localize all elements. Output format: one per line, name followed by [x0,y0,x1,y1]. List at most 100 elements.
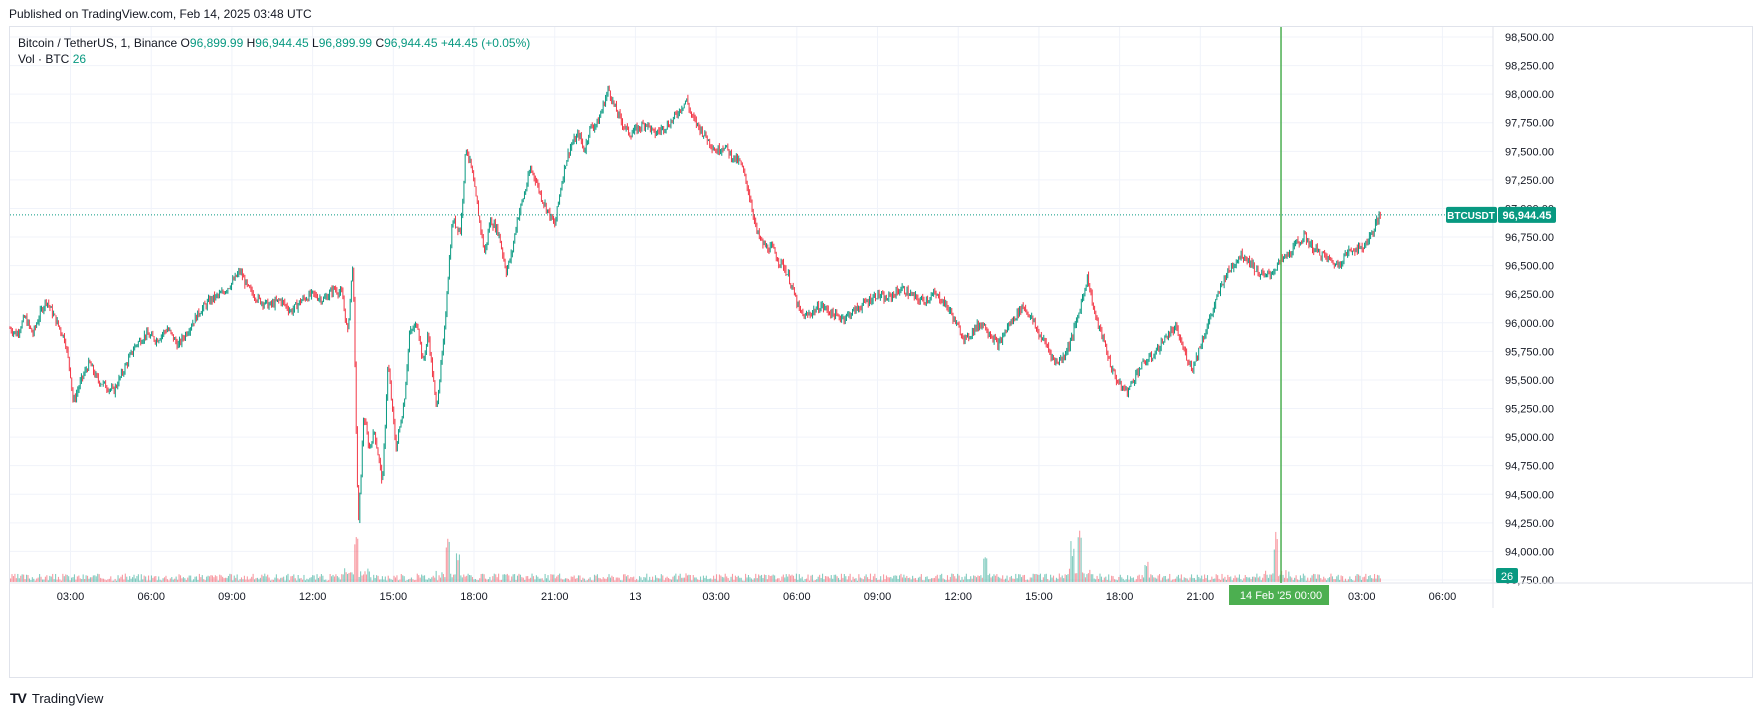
volume-bar [296,580,298,582]
volume-bar [347,573,349,582]
volume-bar [271,579,273,582]
volume-bar [961,576,963,582]
legend-volume-label[interactable]: Vol · BTC [18,52,70,66]
volume-bar [1185,577,1187,582]
volume-bar [438,575,440,582]
volume-bar [522,577,524,582]
volume-bar [804,579,806,582]
volume-bar [611,575,613,582]
volume-bar [419,577,421,582]
volume-bar [990,577,992,582]
volume-bar [1061,575,1063,582]
volume-bar [721,576,723,582]
y-tick-label: 98,250.00 [1505,61,1554,73]
volume-bar [1064,574,1066,582]
volume-bar [315,579,317,582]
volume-bar [1038,574,1040,582]
volume-bar [930,578,933,582]
volume-bar [293,574,295,582]
volume-bar [994,575,996,582]
volume-bar [872,576,874,582]
volume-bar [211,575,214,582]
volume-bar [1050,574,1052,582]
volume-bar [1356,574,1358,582]
volume-bar [210,575,212,582]
volume-bar [422,575,424,582]
legend-symbol[interactable]: Bitcoin / TetherUS, 1, Binance [18,36,178,50]
volume-bar [1227,574,1229,582]
volume-bar [1234,575,1236,582]
volume-bar [1177,574,1179,582]
volume-bar [287,573,289,582]
volume-bar [312,575,314,582]
volume-bar [896,575,898,582]
volume-bar [974,575,976,582]
volume-bar [1077,537,1079,582]
volume-bar [60,580,62,582]
volume-bar [538,578,540,582]
volume-bar [15,578,17,582]
volume-bar [753,578,755,582]
volume-bar [309,577,311,582]
volume-bar [914,578,917,582]
volume-bar [820,577,822,582]
volume-bar [620,580,622,582]
volume-bar [647,580,649,582]
volume-bar [644,577,646,582]
volume-bar [668,578,670,582]
volume-bar [1209,579,1211,582]
volume-bar [675,573,677,582]
volume-bar [336,576,338,582]
volume-bar [656,577,658,582]
volume-bar [1135,579,1137,582]
volume-bar [43,579,45,582]
volume-bar [217,580,219,582]
volume-bar [999,577,1001,582]
volume-bar [1012,578,1014,582]
volume-bar [1360,579,1363,582]
volume-bar [785,574,787,582]
volume-bar [1166,579,1168,582]
volume-bar [904,577,906,582]
legend-low-value: 96,899.99 [318,36,373,50]
volume-bar [201,575,203,582]
volume-bar [191,580,193,582]
volume-bar [274,577,276,582]
volume-bar [393,575,395,582]
tradingview-brand[interactable]: TV TradingView [10,690,103,706]
volume-bar [778,578,780,582]
volume-bar [965,573,967,582]
volume-bar [653,580,655,582]
volume-bar [503,574,505,582]
volume-bar [984,557,986,582]
volume-bar [699,576,702,582]
volume-bar [137,574,139,582]
volume-bar [98,574,100,582]
volume-bar [792,575,795,582]
volume-bar [386,580,388,582]
volume-bar [713,575,715,582]
volume-bar [559,573,561,582]
y-tick-label: 94,750.00 [1505,461,1554,473]
volume-bar [682,577,684,582]
volume-bar [1228,577,1230,582]
x-tick-label: 21:00 [1187,591,1215,603]
volume-bar [396,575,398,582]
volume-bar [116,580,118,582]
chart-frame[interactable] [9,26,1753,678]
volume-bar [1333,579,1335,582]
volume-bar [56,579,58,582]
volume-bar [53,579,55,582]
volume-bar [964,576,966,582]
volume-bar [322,575,324,582]
volume-bar [123,579,125,582]
volume-bar [704,577,706,582]
volume-bar [1204,574,1206,582]
volume-bar [589,577,591,582]
volume-bar [371,580,373,582]
volume-bar [932,578,934,582]
symbol-label[interactable]: BTCUSDT [1447,211,1495,222]
volume-bar [686,575,689,582]
volume-bar [1372,578,1374,582]
